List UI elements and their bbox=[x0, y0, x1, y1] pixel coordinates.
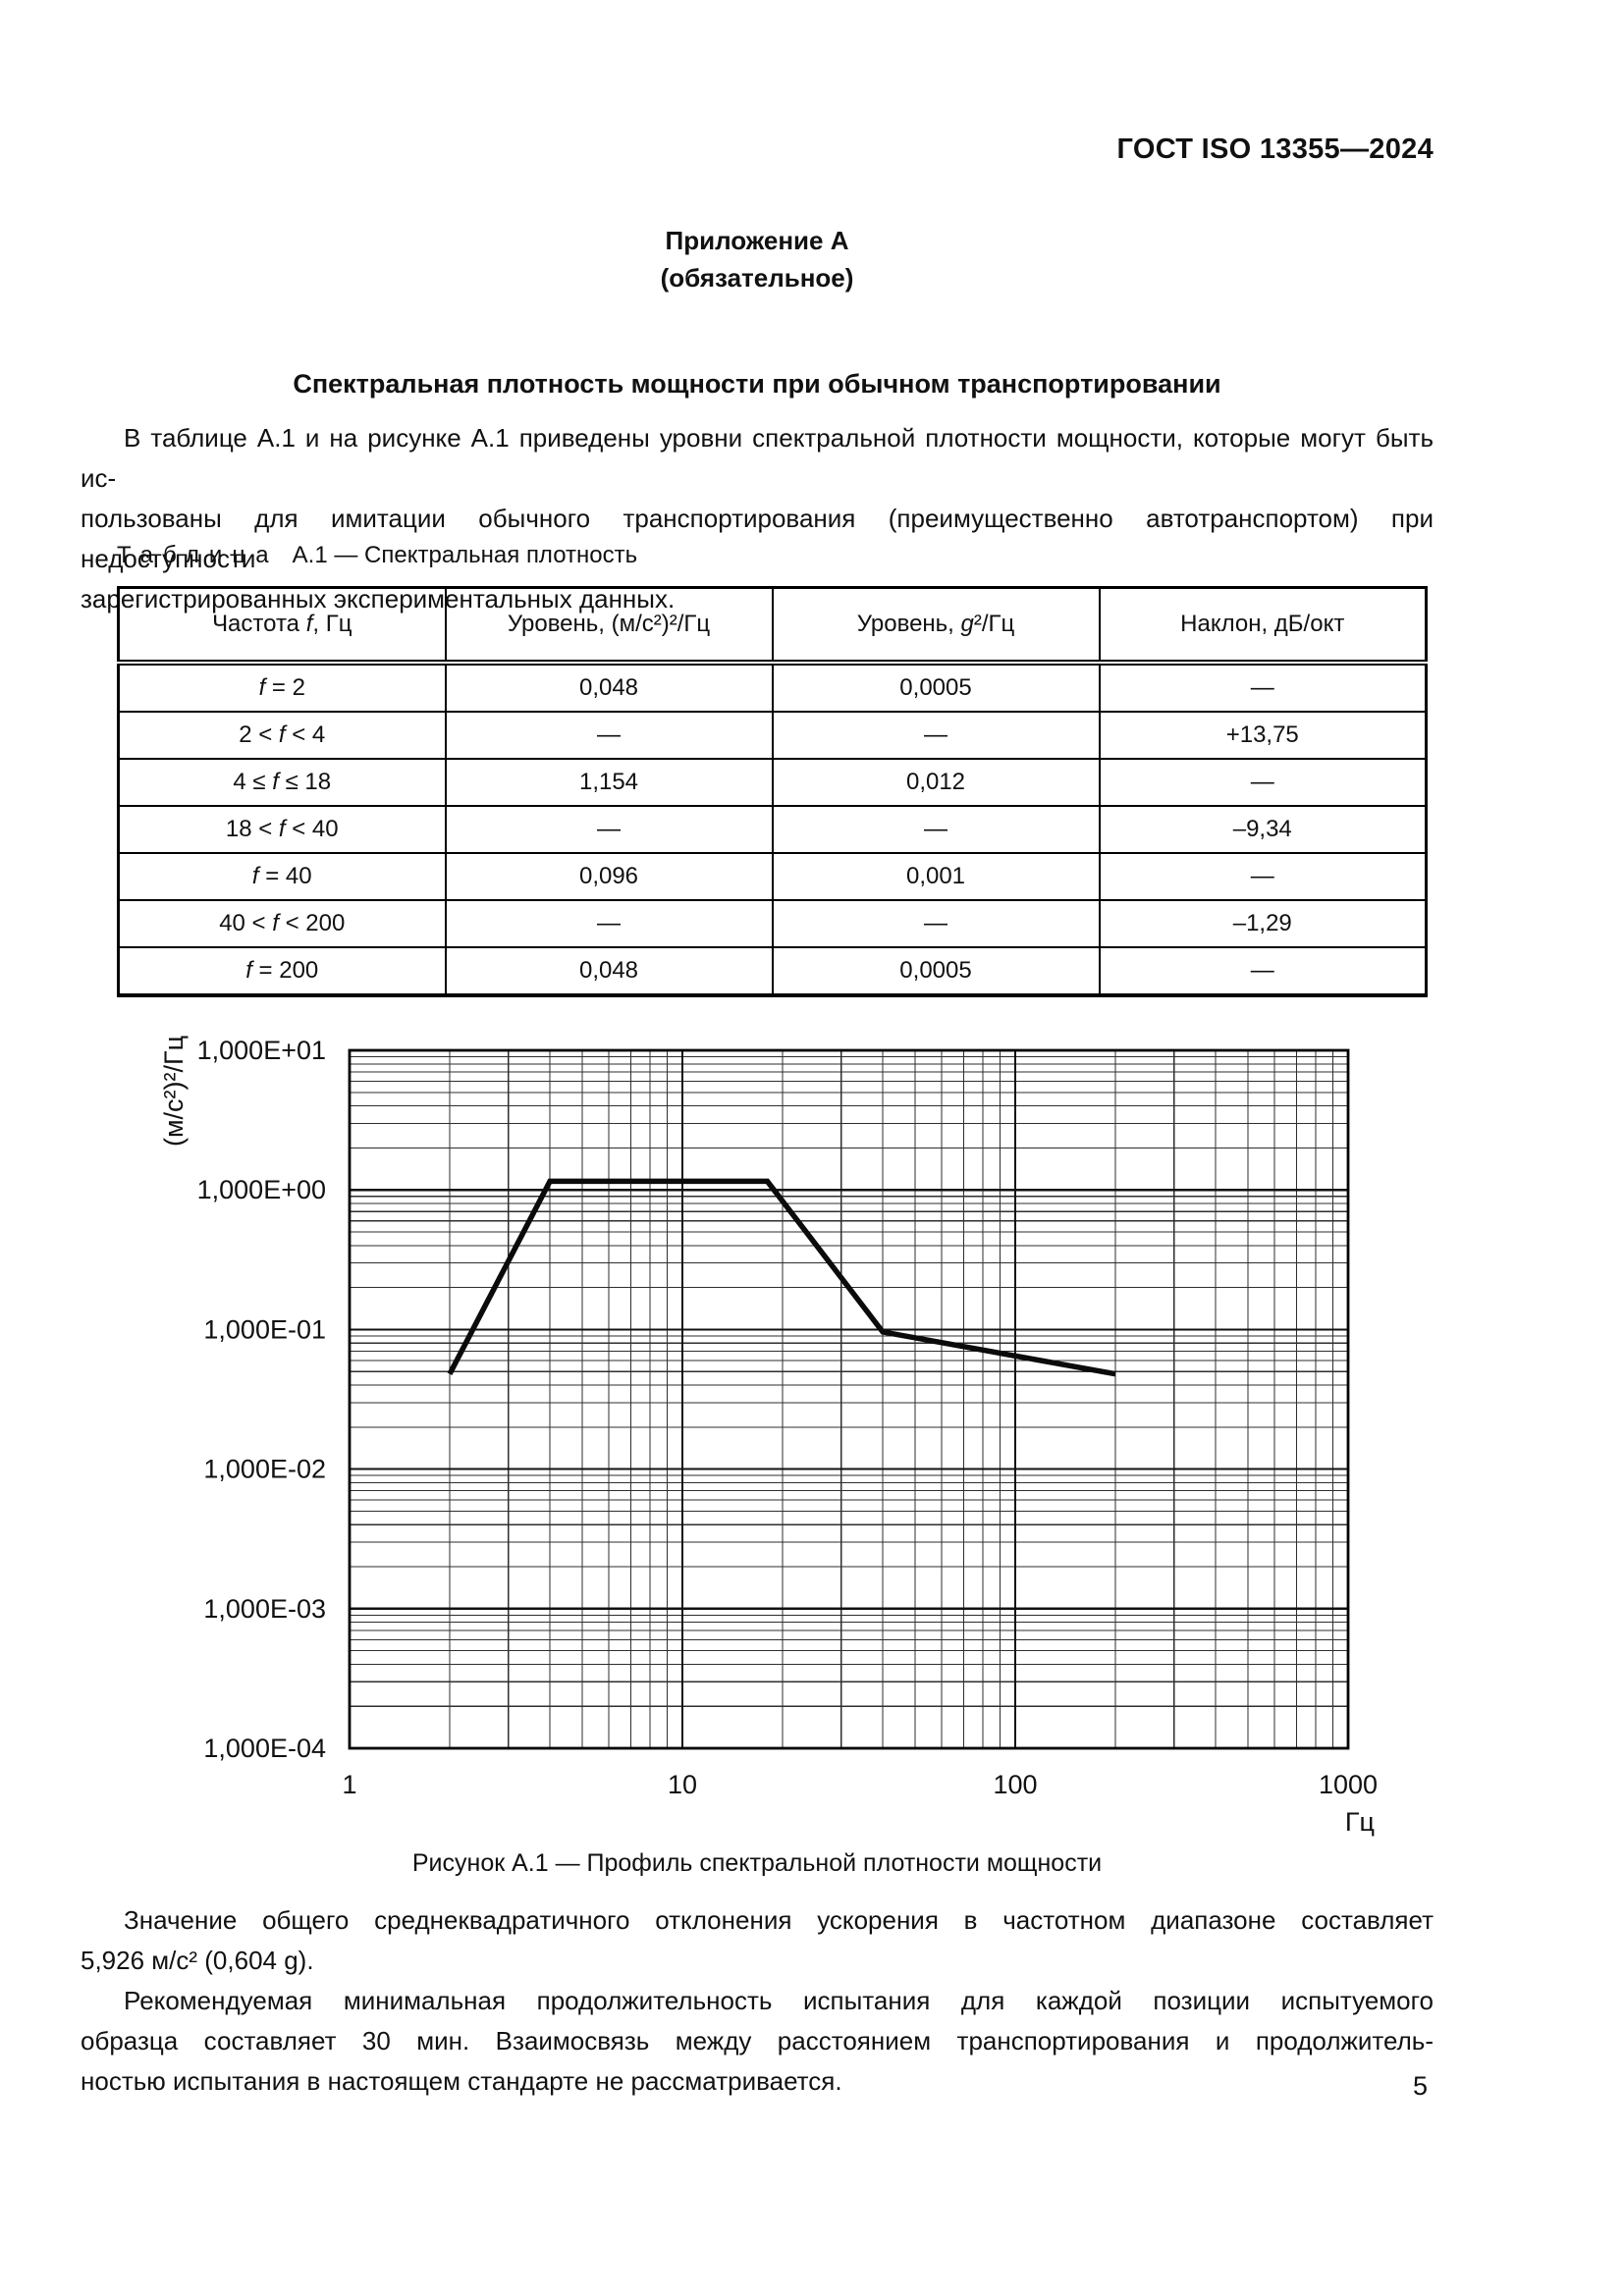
section-title: Спектральная плотность мощности при обыч… bbox=[293, 369, 1221, 399]
table-cell: — bbox=[771, 805, 1101, 854]
table-cell: 4 ≤ f ≤ 18 bbox=[117, 758, 447, 807]
table-row: f = 200 0,048 0,0005— bbox=[117, 946, 1428, 997]
table-caption: Таблица А.1 — Спектральная плотность bbox=[117, 542, 1428, 569]
table-cell: 0,0005 bbox=[771, 946, 1101, 997]
closing-paragraphs: Значение общего среднеквадратичного откл… bbox=[81, 1900, 1434, 2102]
page-number: 5 bbox=[1412, 2071, 1428, 2101]
closing-p1-line: ностью испытания в настоящем стандарте н… bbox=[81, 2066, 842, 2096]
table-cell: 0,0005 bbox=[771, 662, 1101, 713]
closing-p1-line: образца составляет 30 мин. Взаимосвязь м… bbox=[81, 2026, 1434, 2056]
major-gridlines bbox=[348, 1048, 1350, 1750]
table-caption-word: Таблица bbox=[117, 542, 279, 568]
figure-caption: Рисунок А.1 — Профиль спектральной плотн… bbox=[411, 1849, 1103, 1877]
x-tick-label: 1 bbox=[342, 1770, 356, 1799]
table-cell: 0,096 bbox=[444, 852, 774, 901]
psd-chart: 1,000E+01 1,000E+00 1,000E-01 1,000E-02 1,00… bbox=[0, 1001, 1624, 1865]
table-row: f = 2 0,048 0,0005— bbox=[117, 662, 1428, 713]
table-cell: — bbox=[1098, 662, 1428, 713]
table-row: f = 40 0,096 0,001— bbox=[117, 852, 1428, 901]
closing-paragraph: Значение общего среднеквадратичного откл… bbox=[81, 1900, 1434, 1981]
chart-labels: 1,000E+01 1,000E+00 1,000E-01 1,000E-02 1,00… bbox=[159, 1036, 1378, 1837]
table-cell: –1,29 bbox=[1098, 899, 1428, 948]
table-cell: 0,048 bbox=[444, 662, 774, 713]
x-tick-label: 1000 bbox=[1319, 1770, 1378, 1799]
table-header-cell: Уровень, g²/Гц bbox=[771, 586, 1101, 666]
psd-table-head: Частота f, Гц Уровень, (м/с²)²/Гц Уровень,… bbox=[117, 586, 1428, 666]
table-header-cell: Частота f, Гц bbox=[117, 586, 447, 666]
psd-profile-line bbox=[447, 1178, 1116, 1377]
table-cell: — bbox=[771, 711, 1101, 760]
y-tick-label: 1,000E-03 bbox=[203, 1594, 326, 1624]
minor-gridlines bbox=[350, 1050, 1348, 1748]
x-tick-label: 10 bbox=[668, 1770, 697, 1799]
table-cell: 0,001 bbox=[771, 852, 1101, 901]
y-tick-label: 1,000E+01 bbox=[197, 1036, 326, 1065]
table-cell: +13,75 bbox=[1098, 711, 1428, 760]
table-cell: 18 < f < 40 bbox=[117, 805, 447, 854]
table-row: 2 < f < 4— — +13,75 bbox=[117, 711, 1428, 760]
table-header-cell: Наклон, дБ/окт bbox=[1098, 586, 1428, 666]
intro-line: В таблице А.1 и на рисунке А.1 приведены… bbox=[81, 423, 1434, 493]
closing-p1-line: Рекомендуемая минимальная продолжительно… bbox=[124, 1986, 1434, 2015]
x-axis-unit-label: Гц bbox=[1345, 1807, 1375, 1837]
y-axis-unit-label: (м/с²)²/Гц bbox=[159, 1036, 189, 1147]
table-cell: f = 200 bbox=[117, 946, 447, 997]
table-cell: — bbox=[444, 805, 774, 854]
psd-chart-svg: 1,000E+01 1,000E+00 1,000E-01 1,000E-02 1,00… bbox=[159, 1036, 1378, 1837]
y-tick-label: 1,000E+00 bbox=[197, 1175, 326, 1204]
table-header-cell: Уровень, (м/с²)²/Гц bbox=[444, 586, 774, 666]
table-cell: f = 2 bbox=[117, 662, 447, 713]
table-cell: 0,012 bbox=[771, 758, 1101, 807]
table-cell: f = 40 bbox=[117, 852, 447, 901]
y-tick-label: 1,000E-02 bbox=[203, 1455, 326, 1484]
closing-p0-line: 5,926 м/с² (0,604 g). bbox=[81, 1946, 314, 1975]
table-row: 4 ≤ f ≤ 18 1,154 0,012— bbox=[117, 758, 1428, 807]
standard-number-header: ГОСТ ISO 13355—2024 bbox=[1116, 133, 1434, 165]
table-cell: 0,048 bbox=[444, 946, 774, 997]
y-tick-label: 1,000E-04 bbox=[203, 1734, 326, 1763]
y-tick-label: 1,000E-01 bbox=[203, 1314, 326, 1344]
annex-heading: Приложение А (обязательное) bbox=[81, 222, 1434, 296]
table-cell: — bbox=[1098, 852, 1428, 901]
table-cell: — bbox=[1098, 758, 1428, 807]
psd-table-body: f = 2 0,048 0,0005—2 < f < 4— — +13,75 4 ≤ f … bbox=[117, 662, 1428, 997]
annex-type: (обязательное) bbox=[660, 263, 854, 293]
table-row: 40 < f < 200— — –1,29 bbox=[117, 899, 1428, 948]
table-cell: — bbox=[444, 899, 774, 948]
x-tick-label: 100 bbox=[993, 1770, 1037, 1799]
psd-table: Частота f, Гц Уровень, (м/с²)²/Гц Уровень,… bbox=[117, 586, 1428, 997]
table-cell: –9,34 bbox=[1098, 805, 1428, 854]
plot-border bbox=[348, 1048, 1350, 1750]
table-cell: — bbox=[1098, 946, 1428, 997]
table-header-row: Частота f, Гц Уровень, (м/с²)²/Гц Уровень,… bbox=[117, 586, 1428, 666]
annex-label: Приложение А bbox=[665, 226, 849, 255]
table-cell: — bbox=[771, 899, 1101, 948]
table-cell: 40 < f < 200 bbox=[117, 899, 447, 948]
table-caption-text: А.1 — Спектральная плотность bbox=[292, 542, 638, 568]
intro-line: пользованы для имитации обычного транспо… bbox=[81, 504, 1434, 573]
closing-paragraph: Рекомендуемая минимальная продолжительно… bbox=[81, 1981, 1434, 2102]
table-row: 18 < f < 40— — –9,34 bbox=[117, 805, 1428, 854]
table-cell: 1,154 bbox=[444, 758, 774, 807]
table-cell: — bbox=[444, 711, 774, 760]
closing-p0-line: Значение общего среднеквадратичного откл… bbox=[124, 1905, 1434, 1935]
table-cell: 2 < f < 4 bbox=[117, 711, 447, 760]
